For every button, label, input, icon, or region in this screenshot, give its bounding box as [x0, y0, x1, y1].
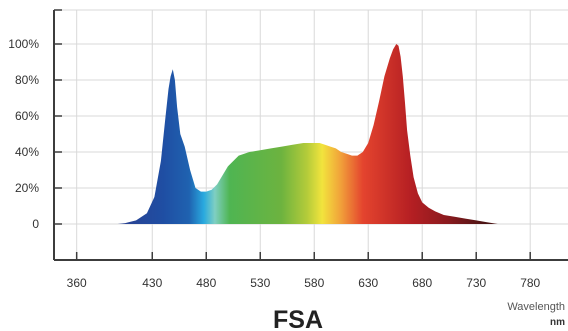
- y-axis-tick-labels: 0 20% 40% 60% 80% 100%: [8, 37, 39, 231]
- spectrum-area: [117, 44, 498, 224]
- x-tick-label: 480: [196, 276, 216, 290]
- x-axis-label: Wavelength: [507, 301, 565, 313]
- y-tick-label: 80%: [15, 73, 39, 87]
- x-tick-label: 530: [250, 276, 270, 290]
- x-tick-label: 580: [304, 276, 324, 290]
- y-tick-label: 0: [32, 217, 39, 231]
- x-tick-label: 680: [412, 276, 432, 290]
- chart-title: FSA: [273, 306, 323, 331]
- x-tick-label: 630: [358, 276, 378, 290]
- x-axis-tick-labels: 360 430 480 530 580 630 680 730 780: [67, 276, 541, 290]
- y-tick-label: 40%: [15, 145, 39, 159]
- axes: [53, 9, 568, 261]
- y-tick-label: 20%: [15, 181, 39, 195]
- x-axis-unit: nm: [550, 317, 565, 328]
- x-tick-label: 360: [67, 276, 87, 290]
- x-tick-label: 780: [520, 276, 540, 290]
- x-tick-label: 730: [466, 276, 486, 290]
- y-tick-label: 100%: [8, 37, 39, 51]
- x-tick-label: 430: [142, 276, 162, 290]
- y-tick-label: 60%: [15, 109, 39, 123]
